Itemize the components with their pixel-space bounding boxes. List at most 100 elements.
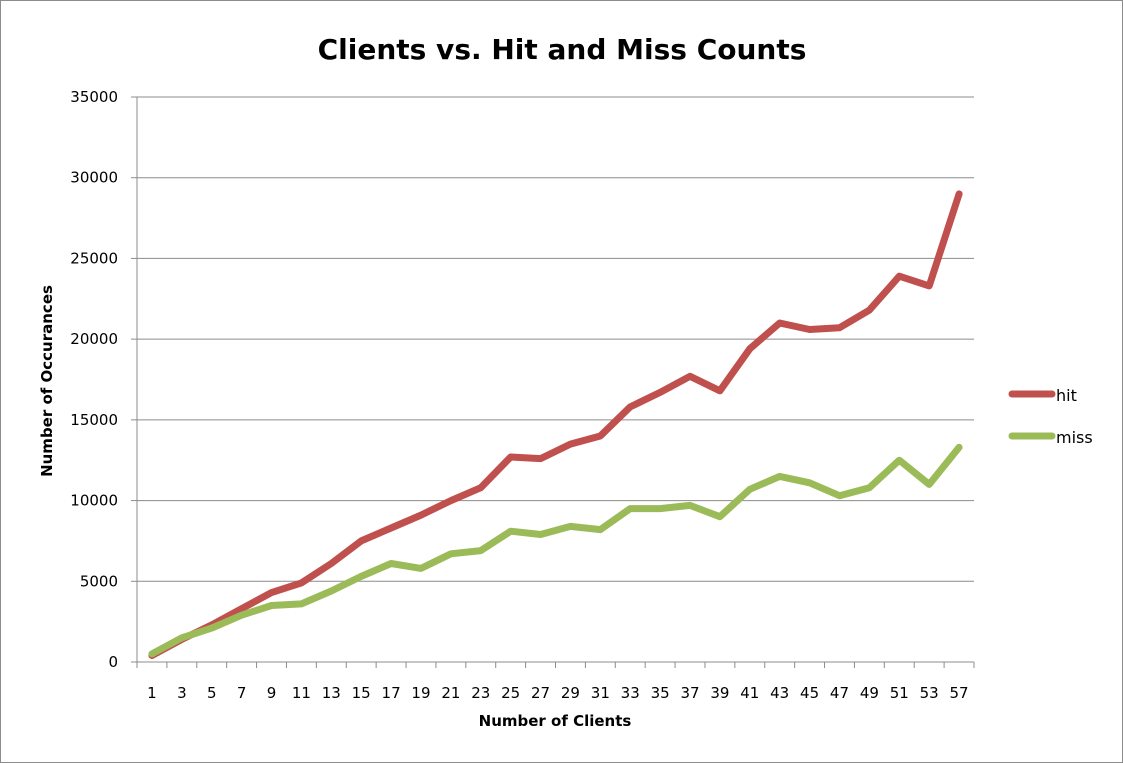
- data-point-miss: [659, 508, 661, 510]
- data-point-miss: [540, 533, 542, 535]
- data-point-miss: [450, 553, 452, 555]
- x-tick-label: 31: [591, 684, 610, 702]
- x-tick-label: 51: [890, 684, 909, 702]
- chart-title: Clients vs. Hit and Miss Counts: [318, 33, 807, 66]
- data-point-hit: [809, 328, 811, 330]
- data-point-miss: [211, 627, 213, 629]
- data-point-miss: [599, 529, 601, 531]
- x-tick-label: 53: [920, 684, 939, 702]
- data-point-hit: [390, 527, 392, 529]
- x-tick-label: 13: [322, 684, 341, 702]
- data-point-hit: [779, 322, 781, 324]
- series-lines: [148, 190, 963, 659]
- x-tick-label: 25: [501, 684, 520, 702]
- data-point-hit: [838, 327, 840, 329]
- y-tick-label: 35000: [70, 88, 118, 106]
- data-point-hit: [480, 487, 482, 489]
- data-point-miss: [809, 482, 811, 484]
- legend: hit miss: [1008, 386, 1093, 447]
- x-tick-label: 1: [147, 684, 157, 702]
- axes: [131, 96, 975, 668]
- data-point-hit: [271, 592, 273, 594]
- x-tick-label: 37: [680, 684, 699, 702]
- x-tick-label: 35: [651, 684, 670, 702]
- data-point-miss: [480, 550, 482, 552]
- x-tick-label: 45: [800, 684, 819, 702]
- data-point-hit: [450, 500, 452, 502]
- data-point-hit: [569, 443, 571, 445]
- data-point-hit: [958, 193, 960, 195]
- x-tick-label: 17: [382, 684, 401, 702]
- x-tick-label: 47: [830, 684, 849, 702]
- x-tick-label: 43: [770, 684, 789, 702]
- data-point-miss: [330, 590, 332, 592]
- y-axis-title: Number of Occurances: [38, 285, 56, 477]
- x-tick-label: 23: [471, 684, 490, 702]
- x-tick-label: 7: [237, 684, 247, 702]
- data-point-miss: [271, 605, 273, 606]
- data-point-miss: [749, 488, 751, 490]
- data-point-miss: [629, 508, 631, 510]
- data-point-miss: [420, 567, 422, 569]
- x-tick-label: 19: [411, 684, 430, 702]
- x-tick-label: 9: [267, 684, 277, 702]
- x-tick-label: 49: [860, 684, 879, 702]
- legend-label-hit: hit: [1056, 386, 1077, 405]
- x-tick-label: 15: [352, 684, 371, 702]
- data-point-hit: [719, 390, 721, 392]
- y-tick-label: 5000: [80, 572, 118, 590]
- x-tick-label: 21: [441, 684, 460, 702]
- data-point-hit: [659, 391, 661, 393]
- x-tick-label: 57: [950, 684, 969, 702]
- data-point-miss: [390, 563, 392, 565]
- data-point-hit: [300, 582, 302, 584]
- x-tick-label: 33: [621, 684, 640, 702]
- y-tick-label: 0: [108, 653, 118, 671]
- data-point-miss: [181, 637, 183, 639]
- data-point-hit: [241, 608, 243, 610]
- x-tick-label: 29: [561, 684, 580, 702]
- data-point-hit: [898, 275, 900, 277]
- gridlines: [137, 96, 974, 582]
- data-point-miss: [838, 495, 840, 497]
- x-tick-label: 5: [207, 684, 217, 702]
- y-tick-label: 20000: [70, 330, 118, 348]
- data-point-miss: [719, 516, 721, 518]
- x-tick-label: 41: [740, 684, 759, 702]
- data-point-miss: [898, 459, 900, 461]
- data-point-hit: [928, 285, 930, 287]
- data-point-miss: [360, 575, 362, 577]
- data-point-miss: [151, 653, 153, 655]
- x-tick-label: 11: [292, 684, 311, 702]
- legend-label-miss: miss: [1056, 428, 1093, 447]
- series-line-hit: [148, 190, 963, 659]
- x-axis-title: Number of Clients: [479, 712, 632, 730]
- data-point-hit: [540, 458, 542, 460]
- data-point-hit: [689, 375, 691, 377]
- data-point-hit: [629, 406, 631, 408]
- x-tick-label: 27: [531, 684, 550, 702]
- data-point-miss: [928, 483, 930, 485]
- y-tick-label: 10000: [70, 492, 118, 510]
- data-point-miss: [958, 446, 960, 448]
- y-tick-labels: 0 5000 10000 15000 20000 25000 30000 35000: [70, 88, 118, 671]
- y-tick-label: 15000: [70, 411, 118, 429]
- data-point-miss: [868, 487, 870, 489]
- data-point-hit: [420, 514, 422, 516]
- data-point-miss: [300, 603, 302, 605]
- x-tick-label: 39: [710, 684, 729, 702]
- data-point-hit: [599, 435, 601, 437]
- x-tick-labels: 1 3 5 7 9 11 13 15 17 19 21 23 25 27 29 31 33 35 37 39 41 43 4…: [147, 684, 968, 702]
- y-tick-label: 25000: [70, 249, 118, 267]
- data-point-hit: [868, 309, 870, 311]
- data-point-hit: [749, 348, 751, 350]
- data-point-miss: [510, 530, 512, 532]
- data-point-hit: [360, 540, 362, 542]
- data-point-miss: [689, 504, 691, 506]
- y-tick-label: 30000: [70, 169, 118, 187]
- data-point-hit: [510, 456, 512, 458]
- data-point-hit: [330, 563, 332, 565]
- data-point-miss: [779, 475, 781, 477]
